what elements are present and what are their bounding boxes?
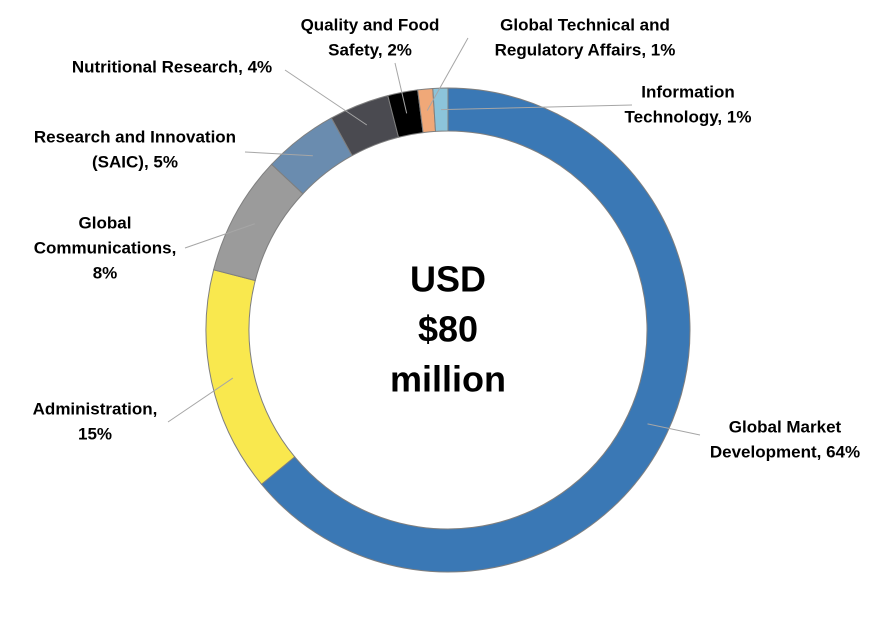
donut-slice xyxy=(432,87,449,132)
data-label: Development, 64% xyxy=(710,442,860,461)
donut-slice xyxy=(205,269,296,485)
leader-line xyxy=(426,37,469,111)
data-label: Administration, xyxy=(33,399,158,418)
data-label: (SAIC), 5% xyxy=(92,152,178,171)
data-label: Global Market xyxy=(729,417,842,436)
data-label: Information xyxy=(641,82,735,101)
data-label: Communications, xyxy=(34,238,177,257)
leader-line xyxy=(394,62,408,114)
data-label: Global xyxy=(79,213,132,232)
leader-line xyxy=(441,104,633,111)
leader-line xyxy=(167,377,234,423)
leader-line xyxy=(184,223,255,249)
center-text: $80 xyxy=(418,309,478,350)
data-label: Regulatory Affairs, 1% xyxy=(495,40,676,59)
data-label: Nutritional Research, 4% xyxy=(72,57,272,76)
data-label: Safety, 2% xyxy=(328,40,412,59)
data-label: Quality and Food xyxy=(301,15,440,34)
center-text: USD xyxy=(410,259,486,300)
data-label: Research and Innovation xyxy=(34,127,236,146)
leader-line xyxy=(244,151,313,157)
data-label: Technology, 1% xyxy=(625,107,752,126)
center-text: million xyxy=(390,359,506,400)
data-label: Global Technical and xyxy=(500,15,670,34)
data-label: 15% xyxy=(78,424,112,443)
data-label: 8% xyxy=(93,263,118,282)
leader-line xyxy=(647,423,701,436)
donut-slice xyxy=(260,87,691,573)
leader-line xyxy=(284,69,368,126)
